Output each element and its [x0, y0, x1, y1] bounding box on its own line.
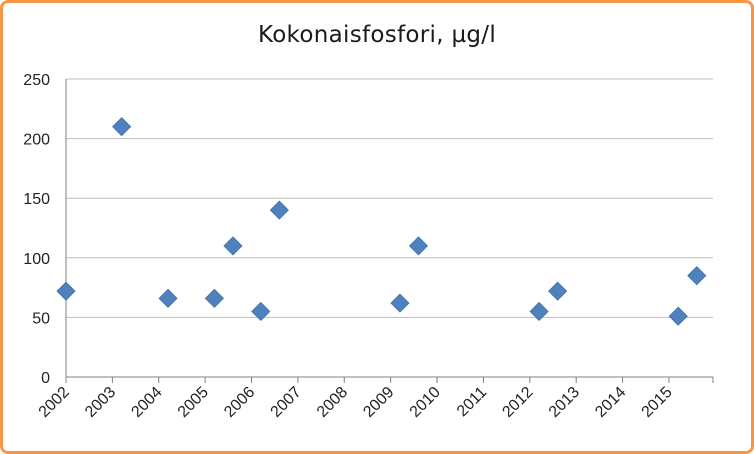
- y-tick-label: 100: [23, 251, 50, 268]
- y-tick-label: 50: [32, 310, 50, 327]
- data-point-diamond: [158, 288, 178, 308]
- data-point-diamond: [687, 266, 707, 286]
- data-point-diamond: [112, 117, 132, 137]
- data-point-diamond: [668, 306, 688, 326]
- data-point-diamond: [204, 288, 224, 308]
- data-point-diamond: [269, 200, 289, 220]
- x-tick-labels: 2002 2003 2004 2005 2006 2007 2008 2009 2010 2011…: [36, 384, 676, 421]
- data-point-diamond: [56, 281, 76, 301]
- x-tick-label: 2006: [221, 384, 258, 421]
- x-tick-label: 2005: [175, 384, 212, 421]
- y-tick-labels: 0 50 100 150 200 250: [23, 72, 50, 387]
- x-tick-label: 2007: [268, 384, 305, 421]
- x-tick-label: 2008: [314, 384, 351, 421]
- x-tick-label: 2014: [592, 384, 629, 421]
- y-tick-label: 150: [23, 191, 50, 208]
- data-points: [56, 117, 707, 326]
- y-tick-label: 200: [23, 132, 50, 149]
- data-point-diamond: [548, 281, 568, 301]
- x-tick-label: 2009: [360, 384, 397, 421]
- x-tick-label: 2013: [546, 384, 583, 421]
- y-tick-label: 250: [23, 72, 50, 89]
- data-point-diamond: [408, 236, 429, 256]
- data-point-diamond: [390, 293, 410, 313]
- x-tick-label: 2012: [499, 384, 536, 421]
- y-tick-label: 0: [41, 370, 50, 387]
- gridlines: [66, 78, 713, 318]
- axes: [65, 79, 714, 383]
- x-tick-label: 2011: [454, 384, 490, 420]
- x-tick-label: 2003: [82, 384, 119, 421]
- data-point-diamond: [251, 301, 271, 322]
- x-tick-label: 2002: [36, 384, 73, 421]
- x-tick-label: 2015: [639, 384, 676, 421]
- x-tick-label: 2004: [128, 384, 165, 421]
- data-point-diamond: [223, 236, 243, 256]
- data-point-diamond: [529, 301, 549, 322]
- x-tick-label: 2010: [407, 384, 444, 421]
- chart-title: Kokonaisfosfori, µg/l: [257, 22, 497, 48]
